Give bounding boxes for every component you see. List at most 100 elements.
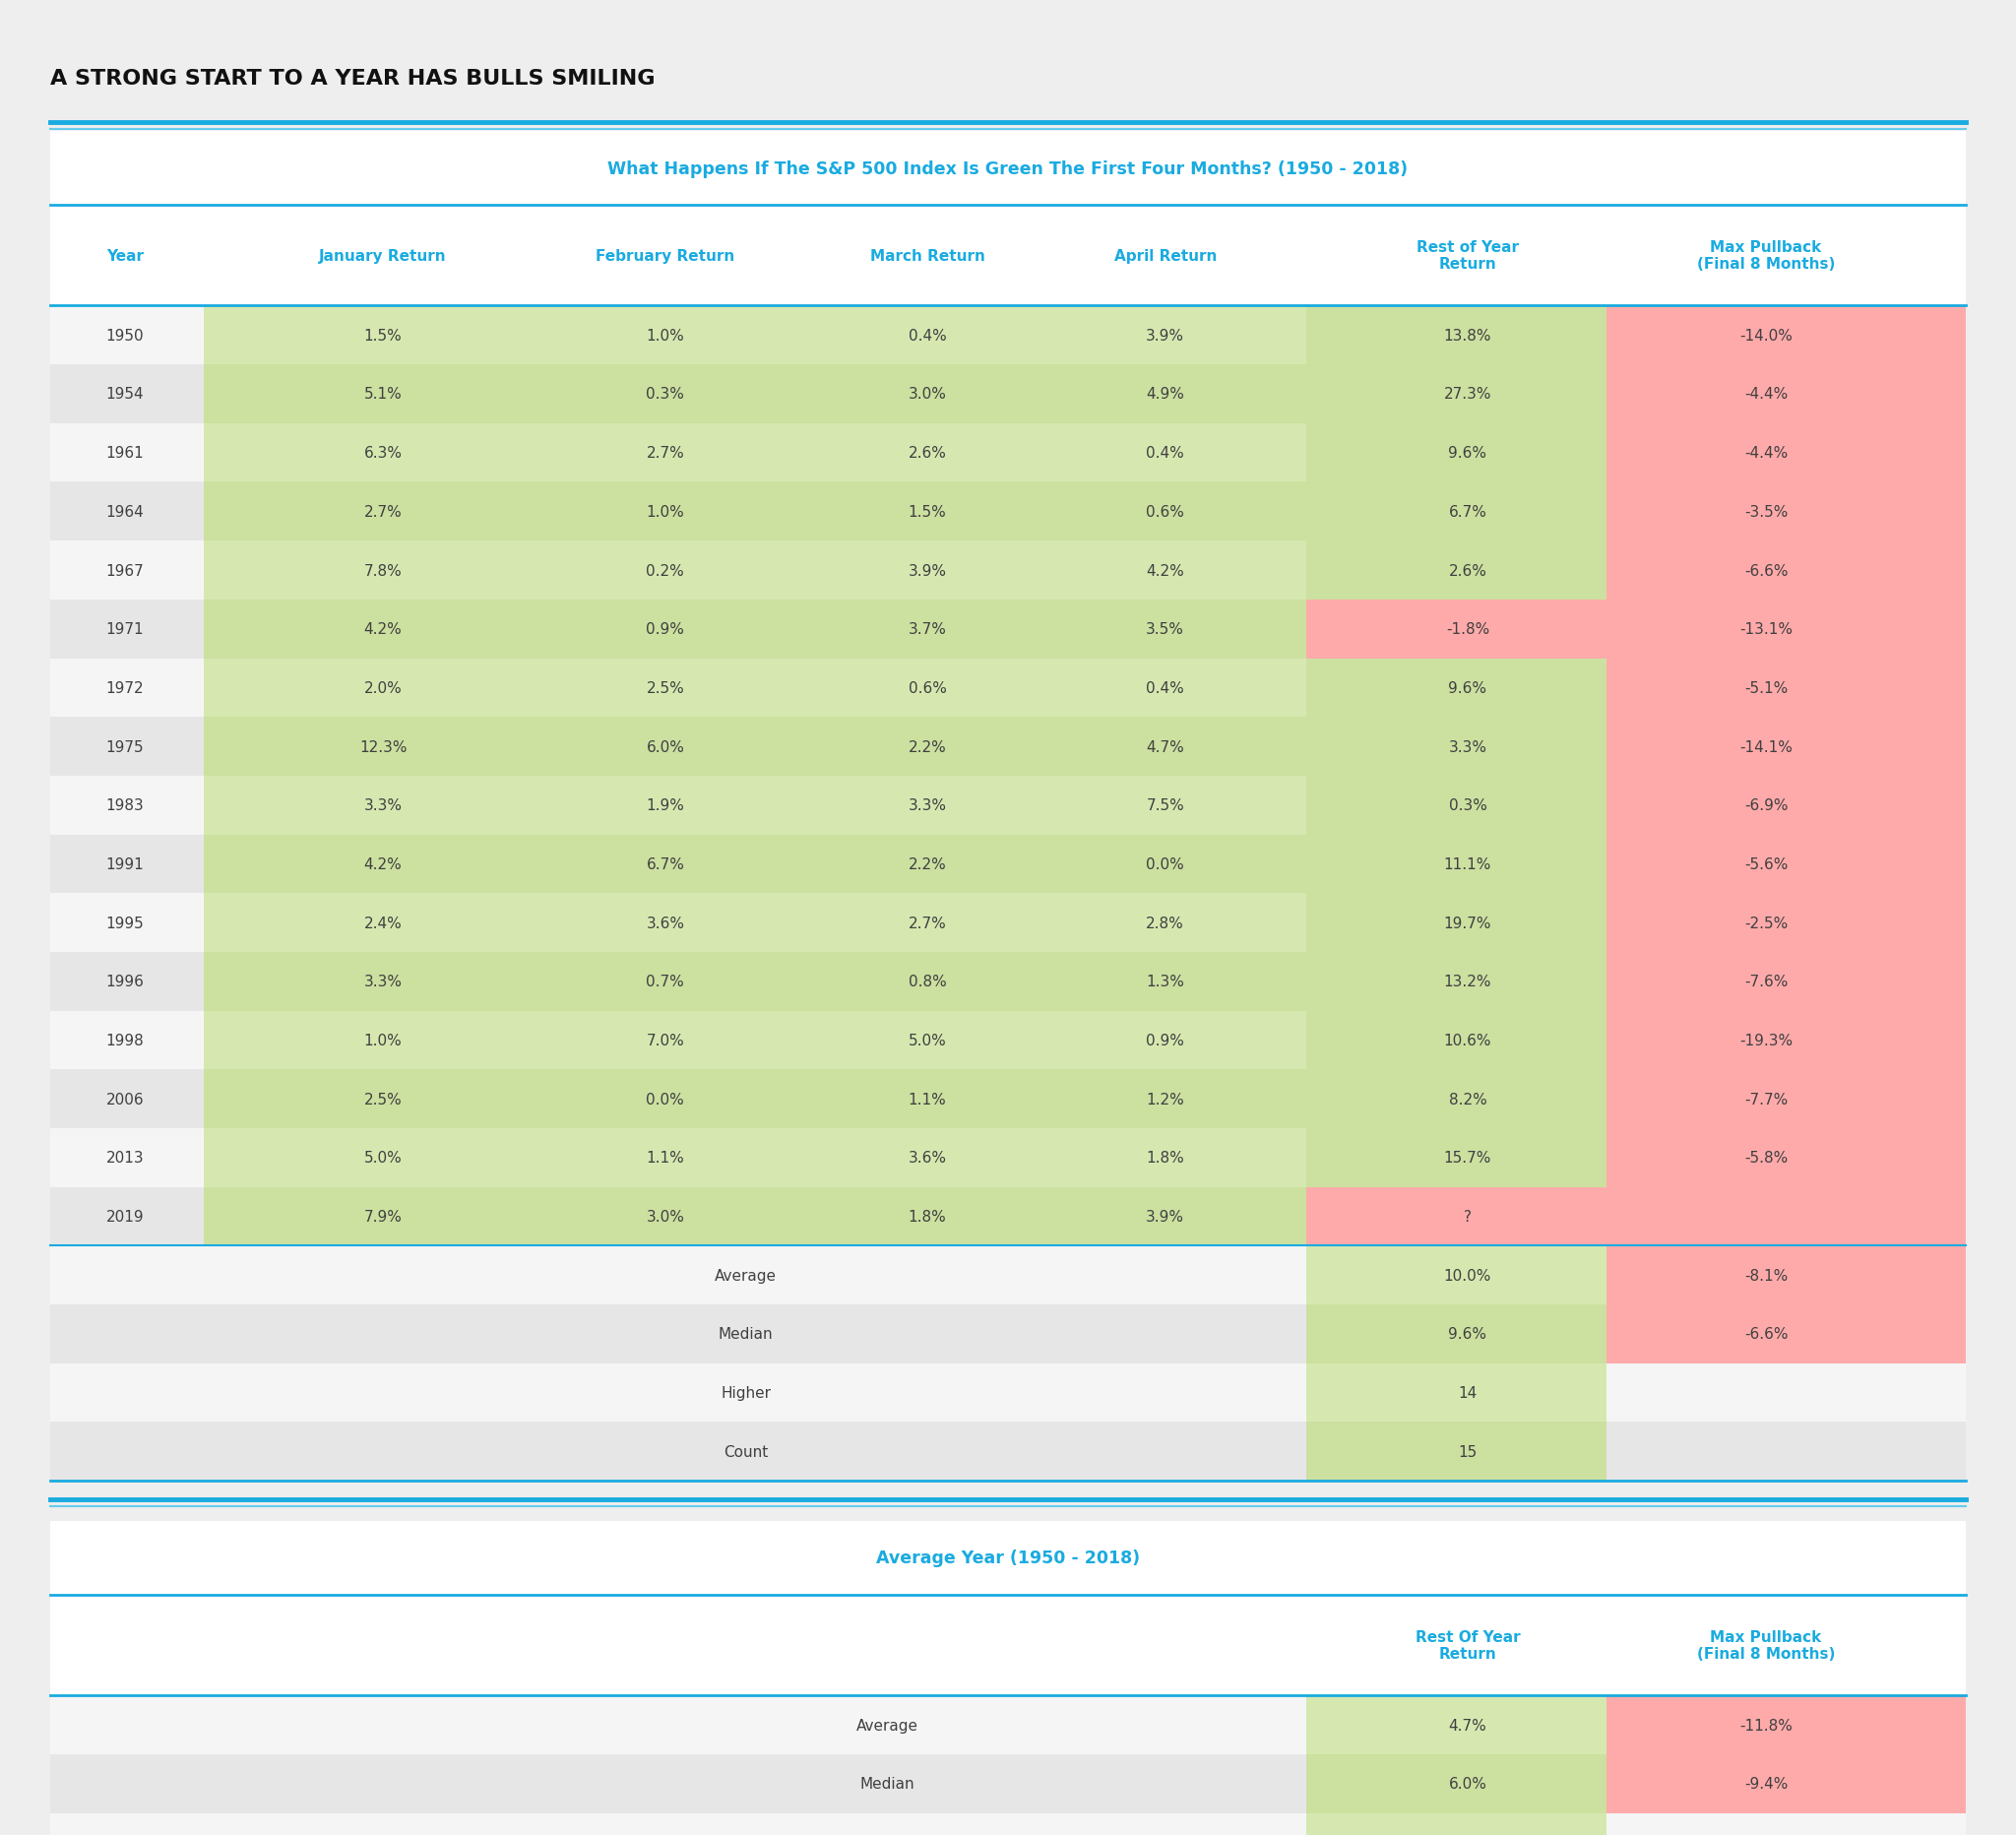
Text: 4.2%: 4.2% <box>365 857 401 872</box>
Text: 4.9%: 4.9% <box>1147 387 1183 402</box>
Text: 1.5%: 1.5% <box>365 328 401 343</box>
Text: 2.5%: 2.5% <box>647 681 683 695</box>
Bar <box>1607 717 1966 776</box>
Text: 1.0%: 1.0% <box>647 505 683 519</box>
Text: 0.6%: 0.6% <box>1147 505 1183 519</box>
Bar <box>50 1187 204 1246</box>
Text: 6.0%: 6.0% <box>647 740 683 754</box>
Text: 1954: 1954 <box>107 387 143 402</box>
Text: 13.8%: 13.8% <box>1443 328 1492 343</box>
Bar <box>1306 365 1607 424</box>
Text: 1995: 1995 <box>107 916 143 930</box>
Bar <box>204 365 1306 424</box>
Text: 11.1%: 11.1% <box>1443 857 1492 872</box>
Bar <box>204 1129 1306 1187</box>
Text: Higher: Higher <box>722 1385 770 1400</box>
Text: 2.7%: 2.7% <box>647 446 683 461</box>
Text: 1967: 1967 <box>107 563 143 578</box>
Text: 0.0%: 0.0% <box>647 1092 683 1107</box>
Bar <box>50 1246 1966 1305</box>
Text: 2.7%: 2.7% <box>909 916 946 930</box>
Bar <box>50 424 204 483</box>
Text: -7.7%: -7.7% <box>1744 1092 1788 1107</box>
Text: 3.5%: 3.5% <box>1147 622 1183 637</box>
Text: 9.6%: 9.6% <box>1447 446 1488 461</box>
Text: February Return: February Return <box>597 248 734 264</box>
Text: 3.9%: 3.9% <box>1145 1209 1185 1224</box>
Text: 2.2%: 2.2% <box>909 740 946 754</box>
Bar <box>1306 1754 1607 1813</box>
Text: 5.0%: 5.0% <box>909 1033 946 1048</box>
Bar <box>1607 1246 1966 1305</box>
Bar <box>50 1363 1966 1422</box>
Bar <box>1306 1363 1607 1422</box>
Text: 3.7%: 3.7% <box>909 622 946 637</box>
Bar <box>50 952 204 1011</box>
Text: Average: Average <box>857 1718 917 1732</box>
Text: 1996: 1996 <box>107 974 143 989</box>
Text: 7.9%: 7.9% <box>365 1209 401 1224</box>
Text: 1983: 1983 <box>107 798 143 813</box>
Text: 1950: 1950 <box>107 328 143 343</box>
Bar <box>1306 1246 1607 1305</box>
Bar <box>204 600 1306 659</box>
Bar <box>50 1070 204 1129</box>
Bar <box>1607 483 1966 541</box>
Bar <box>1607 1129 1966 1187</box>
Text: 1975: 1975 <box>107 740 143 754</box>
Text: -5.8%: -5.8% <box>1744 1151 1788 1165</box>
Bar <box>50 600 204 659</box>
Bar <box>1306 659 1607 717</box>
Text: Rest Of Year
Return: Rest Of Year Return <box>1415 1629 1520 1661</box>
Bar <box>50 776 204 835</box>
Text: -5.6%: -5.6% <box>1744 857 1788 872</box>
Bar <box>50 1521 1966 1595</box>
Bar <box>1306 1129 1607 1187</box>
Text: 7.0%: 7.0% <box>647 1033 683 1048</box>
Bar <box>204 717 1306 776</box>
Bar <box>1306 1422 1607 1481</box>
Text: 1.9%: 1.9% <box>647 798 683 813</box>
Text: 13.2%: 13.2% <box>1443 974 1492 989</box>
Text: 0.6%: 0.6% <box>909 681 946 695</box>
Text: Average Year (1950 - 2018): Average Year (1950 - 2018) <box>877 1549 1139 1567</box>
Bar <box>1306 717 1607 776</box>
Text: 12.3%: 12.3% <box>359 740 407 754</box>
Bar <box>1607 600 1966 659</box>
Bar <box>50 483 204 541</box>
Bar <box>50 1305 1966 1363</box>
Text: 15.7%: 15.7% <box>1443 1151 1492 1165</box>
Bar <box>1306 541 1607 600</box>
Text: 10.6%: 10.6% <box>1443 1033 1492 1048</box>
Text: 3.6%: 3.6% <box>645 916 685 930</box>
Bar <box>1607 776 1966 835</box>
Bar <box>204 835 1306 894</box>
Bar <box>1607 894 1966 952</box>
Text: January Return: January Return <box>319 248 448 264</box>
Text: -13.1%: -13.1% <box>1740 622 1792 637</box>
Bar <box>50 206 1966 306</box>
Text: -1.8%: -1.8% <box>1445 622 1490 637</box>
Bar <box>50 365 204 424</box>
Text: 3.0%: 3.0% <box>647 1209 683 1224</box>
Text: -2.5%: -2.5% <box>1744 916 1788 930</box>
Text: -7.6%: -7.6% <box>1744 974 1788 989</box>
Text: 0.7%: 0.7% <box>647 974 683 989</box>
Text: 0.4%: 0.4% <box>1147 446 1183 461</box>
Bar <box>50 659 204 717</box>
Text: 2019: 2019 <box>107 1209 143 1224</box>
Text: 2.0%: 2.0% <box>365 681 401 695</box>
Text: 0.4%: 0.4% <box>909 328 946 343</box>
Bar <box>1607 424 1966 483</box>
Bar <box>50 132 1966 206</box>
Bar <box>1607 1070 1966 1129</box>
Text: Average: Average <box>716 1268 776 1283</box>
Text: Rest of Year
Return: Rest of Year Return <box>1417 240 1518 272</box>
Bar <box>50 40 1966 117</box>
Bar <box>50 1595 1966 1696</box>
Text: 2.8%: 2.8% <box>1147 916 1183 930</box>
Bar <box>204 776 1306 835</box>
Text: 1.2%: 1.2% <box>1147 1092 1183 1107</box>
Text: 3.3%: 3.3% <box>907 798 948 813</box>
Text: 7.8%: 7.8% <box>365 563 401 578</box>
